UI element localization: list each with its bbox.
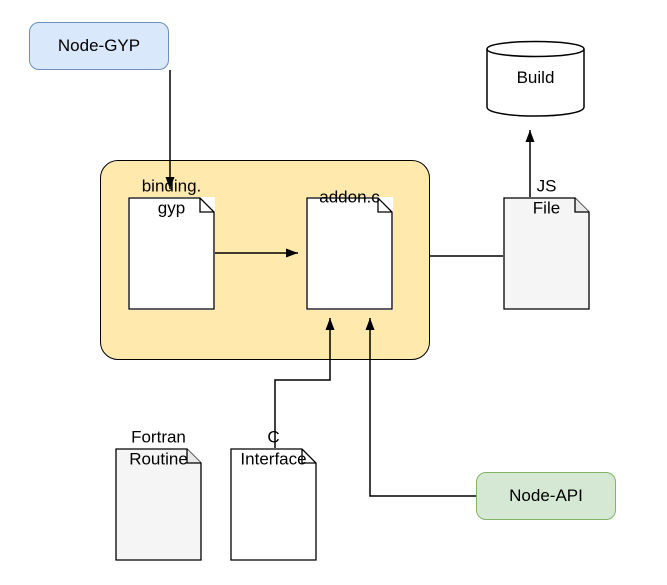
node-api-label: Node-API xyxy=(509,485,583,506)
node-gyp-label: Node-GYP xyxy=(58,35,140,56)
node-gyp-box: Node-GYP xyxy=(29,22,169,70)
build-db-label: Build xyxy=(486,68,585,88)
file-js-label: JS File xyxy=(503,141,590,254)
file-fortran-label: Fortran Routine xyxy=(115,392,202,505)
node-api-box: Node-API xyxy=(476,472,616,520)
file-addon-c-label: addon.c xyxy=(306,141,393,254)
file-binding-gyp-label: binding. gyp xyxy=(128,141,215,254)
file-c-interface-label: C Interface xyxy=(230,392,317,505)
diagram-canvas: Node-GYP Build binding. gyp addon.c xyxy=(0,0,667,585)
